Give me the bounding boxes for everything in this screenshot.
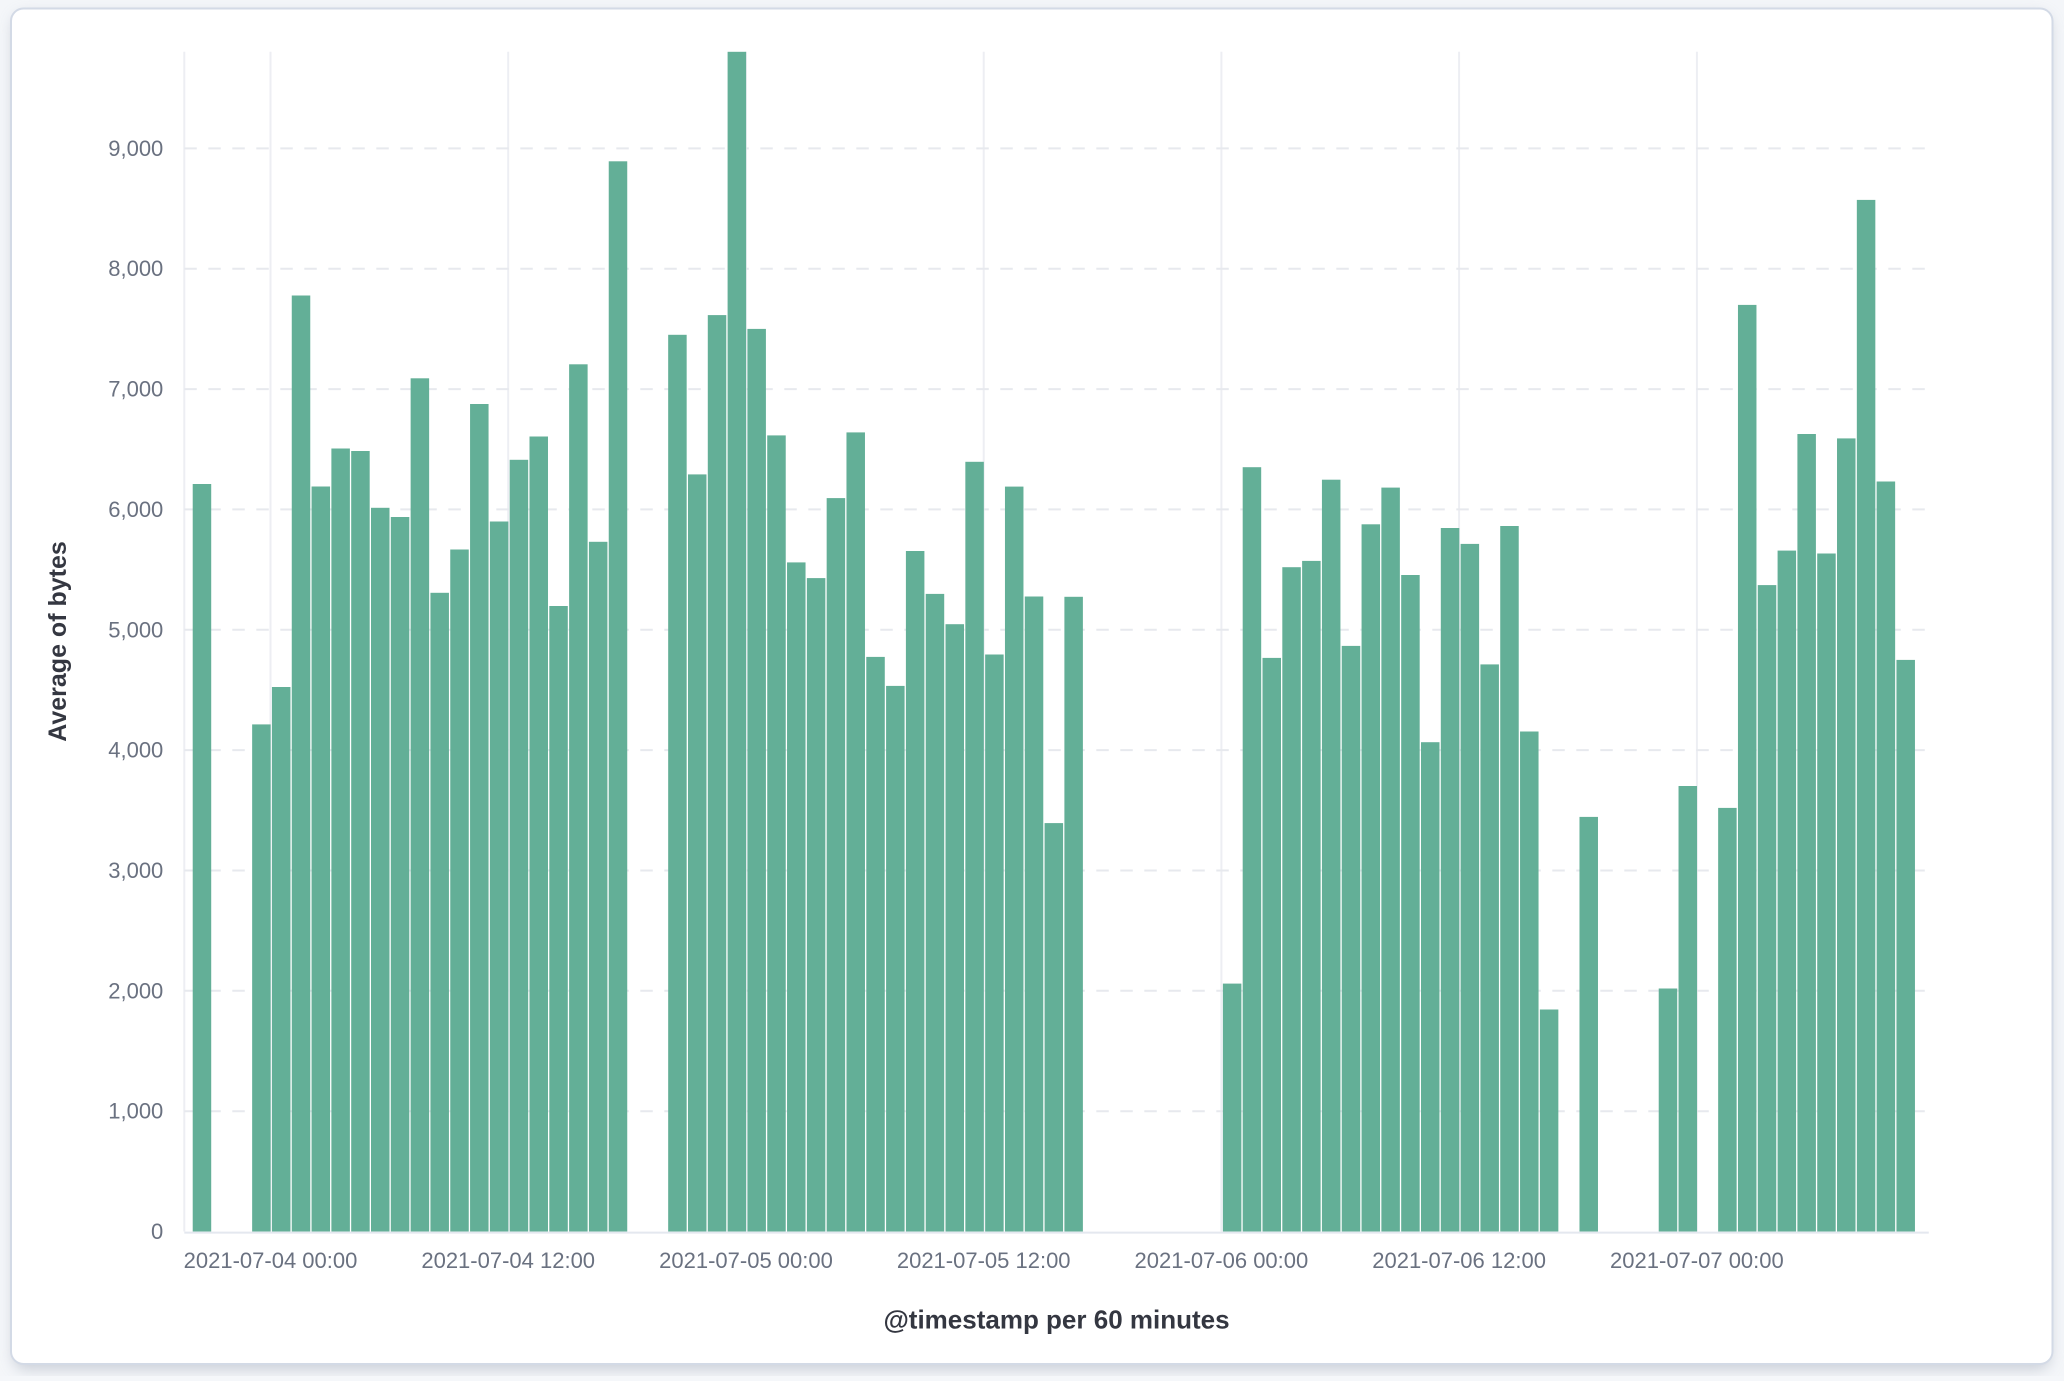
svg-text:4,000: 4,000 xyxy=(108,738,163,763)
svg-text:2021-07-06 12:00: 2021-07-06 12:00 xyxy=(1372,1248,1546,1273)
svg-text:2,000: 2,000 xyxy=(108,978,163,1003)
svg-text:2021-07-05 00:00: 2021-07-05 00:00 xyxy=(659,1248,833,1273)
svg-text:0: 0 xyxy=(151,1219,163,1244)
svg-text:6,000: 6,000 xyxy=(108,497,163,522)
svg-text:8,000: 8,000 xyxy=(108,256,163,281)
svg-text:7,000: 7,000 xyxy=(108,377,163,402)
svg-text:9,000: 9,000 xyxy=(108,136,163,161)
svg-text:2021-07-07 00:00: 2021-07-07 00:00 xyxy=(1610,1248,1784,1273)
svg-text:1,000: 1,000 xyxy=(108,1099,163,1124)
svg-text:5,000: 5,000 xyxy=(108,617,163,642)
svg-text:2021-07-05 12:00: 2021-07-05 12:00 xyxy=(897,1248,1071,1273)
svg-text:@timestamp per 60 minutes: @timestamp per 60 minutes xyxy=(883,1305,1229,1335)
svg-text:2021-07-04 12:00: 2021-07-04 12:00 xyxy=(421,1248,595,1273)
svg-text:3,000: 3,000 xyxy=(108,858,163,883)
svg-text:2021-07-04 00:00: 2021-07-04 00:00 xyxy=(184,1248,358,1273)
svg-text:Average of bytes: Average of bytes xyxy=(44,541,72,742)
svg-text:2021-07-06 00:00: 2021-07-06 00:00 xyxy=(1135,1248,1309,1273)
